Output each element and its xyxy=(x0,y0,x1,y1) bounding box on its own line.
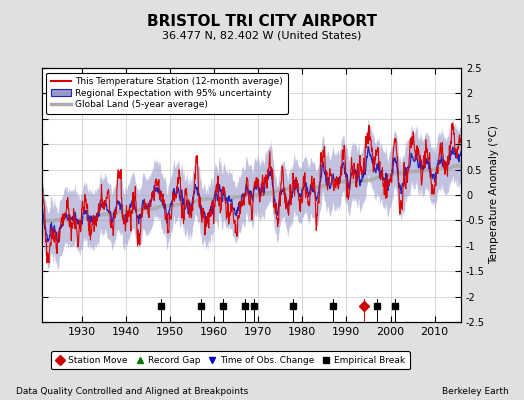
Text: Data Quality Controlled and Aligned at Breakpoints: Data Quality Controlled and Aligned at B… xyxy=(16,387,248,396)
Legend: Station Move, Record Gap, Time of Obs. Change, Empirical Break: Station Move, Record Gap, Time of Obs. C… xyxy=(51,352,410,370)
Y-axis label: Temperature Anomaly (°C): Temperature Anomaly (°C) xyxy=(489,126,499,264)
Legend: This Temperature Station (12-month average), Regional Expectation with 95% uncer: This Temperature Station (12-month avera… xyxy=(47,72,288,114)
Text: 36.477 N, 82.402 W (United States): 36.477 N, 82.402 W (United States) xyxy=(162,30,362,40)
Text: Berkeley Earth: Berkeley Earth xyxy=(442,387,508,396)
Text: BRISTOL TRI CITY AIRPORT: BRISTOL TRI CITY AIRPORT xyxy=(147,14,377,29)
